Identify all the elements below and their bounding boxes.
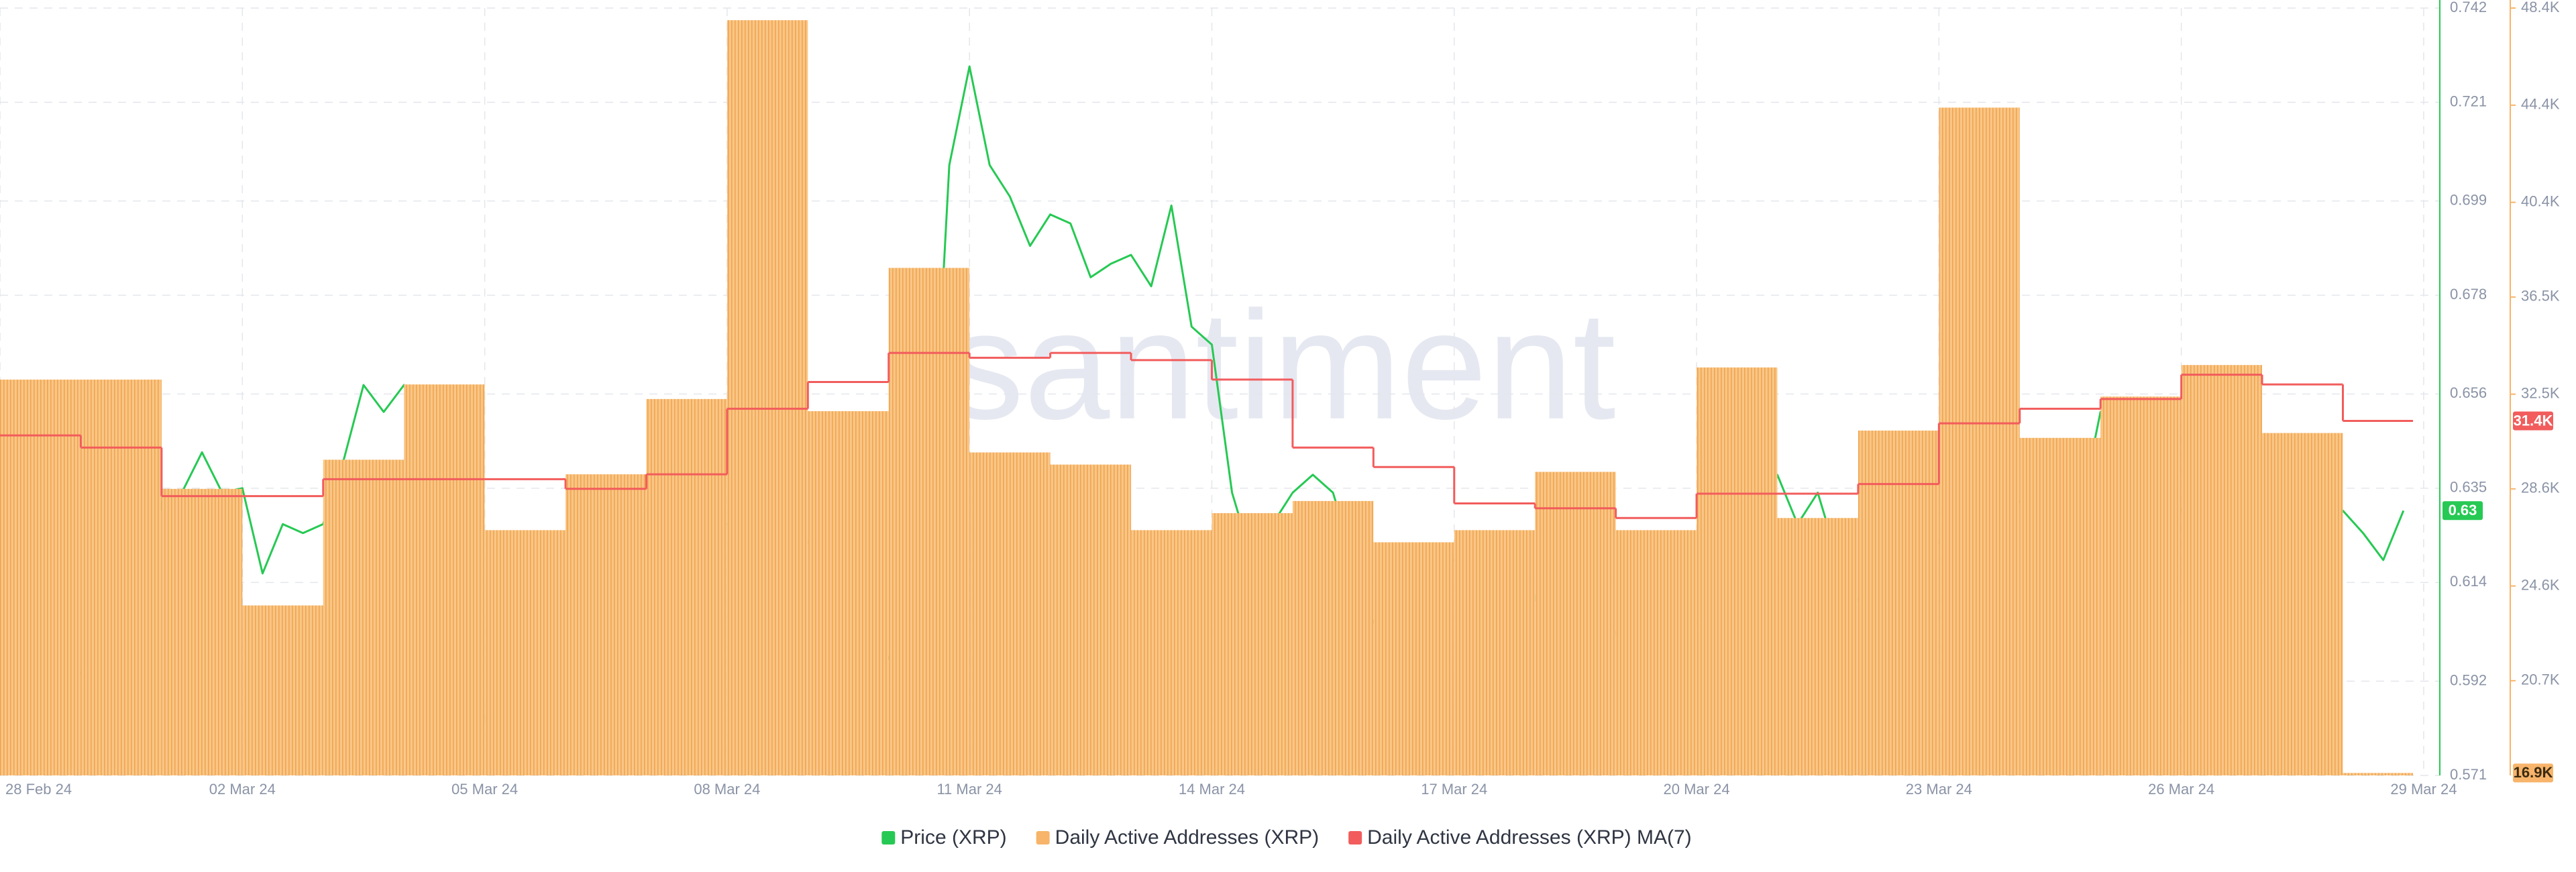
y2-tick-label: 40.4K: [2521, 193, 2560, 209]
y-tick-label: 0.592: [2450, 671, 2487, 688]
y-tick-label: 0.678: [2450, 286, 2487, 303]
legend-swatch: [881, 831, 896, 844]
y2-tick-label: 32.5K: [2521, 384, 2560, 401]
bar: [80, 379, 162, 775]
bar: [161, 488, 243, 775]
bar: [2181, 365, 2263, 775]
bar: [1212, 513, 1293, 775]
bar: [888, 268, 970, 776]
bar: [484, 530, 566, 775]
bar: [1454, 530, 1536, 775]
bar: [727, 20, 808, 775]
current-value-badge: 16.9K: [2513, 763, 2553, 783]
legend-item[interactable]: Daily Active Addresses (XRP): [1036, 826, 1319, 849]
watermark: santiment: [947, 279, 1615, 451]
y-tick-label: 0.656: [2450, 384, 2487, 401]
bar: [808, 411, 889, 775]
bar: [404, 384, 485, 775]
bar: [1535, 472, 1616, 775]
legend: Price (XRP) Daily Active Addresses (XRP) D…: [881, 826, 1692, 849]
bar: [2100, 396, 2182, 775]
badge-label: 0.63: [2449, 502, 2477, 519]
x-tick-label: 29 Mar 24: [2390, 781, 2457, 798]
y2-tick-label: 36.5K: [2521, 288, 2560, 305]
bar: [242, 605, 323, 775]
badge-box: [2513, 763, 2553, 783]
y-tick-label: 0.635: [2450, 479, 2487, 496]
x-tick-label: 23 Mar 24: [1906, 781, 1972, 798]
legend-label: Price (XRP): [900, 826, 1006, 849]
y2-tick-label: 48.4K: [2521, 0, 2560, 15]
legend-swatch: [1036, 831, 1050, 844]
bar: [969, 452, 1051, 775]
legend-item[interactable]: Price (XRP): [881, 826, 1007, 849]
legend-label: Daily Active Addresses (XRP) MA(7): [1367, 826, 1691, 849]
x-tick-label: 17 Mar 24: [1421, 781, 1487, 798]
bar: [2262, 433, 2343, 775]
badge-box: [2443, 501, 2483, 521]
y2-tick-label: 20.7K: [2521, 671, 2560, 688]
x-tick-label: 14 Mar 24: [1179, 781, 1245, 798]
bar: [566, 474, 647, 775]
legend-item[interactable]: Daily Active Addresses (XRP) MA(7): [1348, 826, 1692, 849]
bar: [1615, 530, 1697, 775]
legend-swatch: [1348, 831, 1362, 844]
y-tick-label: 0.721: [2450, 93, 2487, 109]
x-tick-label: 26 Mar 24: [2148, 781, 2214, 798]
bar: [646, 398, 727, 775]
x-tick-label: 11 Mar 24: [936, 781, 1002, 798]
x-tick-label: 20 Mar 24: [1664, 781, 1730, 798]
bar: [1373, 542, 1454, 775]
bar: [2019, 437, 2101, 775]
current-value-badge: 0.63: [2443, 501, 2483, 521]
y-tick-label: 0.742: [2450, 0, 2487, 15]
legend-label: Daily Active Addresses (XRP): [1055, 826, 1319, 849]
badge-label: 31.4K: [2514, 412, 2553, 429]
y-tick-label: 0.614: [2450, 573, 2487, 590]
y2-tick-label: 44.4K: [2521, 96, 2560, 113]
bar: [1858, 430, 1939, 775]
bar: [1050, 464, 1132, 775]
y-tick-label: 0.699: [2450, 191, 2487, 208]
y2-tick-label: 24.6K: [2521, 576, 2560, 593]
x-tick-label: 02 Mar 24: [209, 781, 276, 798]
bar: [1131, 530, 1212, 775]
bar: [0, 379, 81, 775]
bar: [1697, 367, 1778, 775]
bar: [2343, 773, 2413, 775]
bar: [1939, 107, 2020, 776]
badge-box: [2513, 411, 2553, 431]
y-tick-label: 0.571: [2450, 766, 2487, 783]
x-tick-label: 08 Mar 24: [694, 781, 760, 798]
x-tick-label: 28 Feb 24: [5, 781, 72, 798]
bar: [323, 459, 405, 775]
badge-label: 16.9K: [2514, 764, 2553, 781]
y2-tick-label: 28.6K: [2521, 480, 2560, 496]
bar: [1292, 500, 1374, 775]
current-value-badge: 31.4K: [2513, 411, 2553, 431]
x-tick-label: 05 Mar 24: [451, 781, 518, 798]
bar: [1777, 518, 1858, 775]
